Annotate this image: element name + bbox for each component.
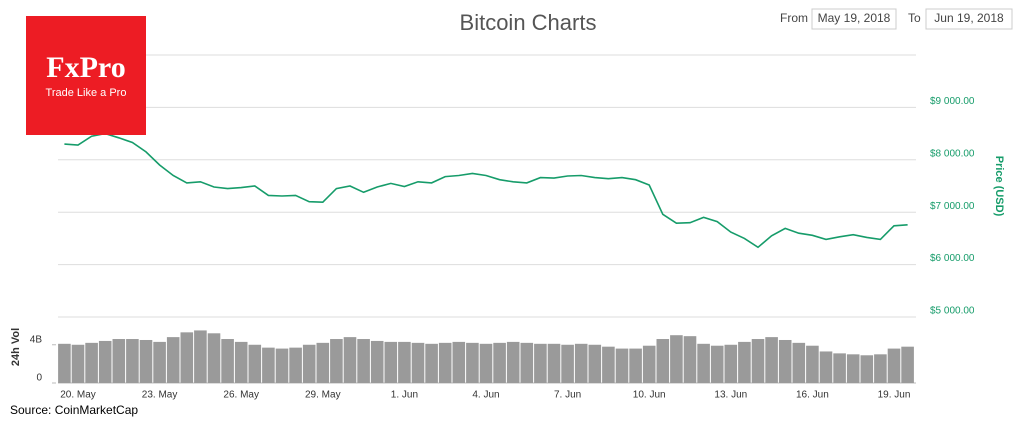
x-tick-label: 7. Jun (554, 390, 581, 401)
to-label: To (908, 11, 921, 25)
chart-title: Bitcoin Charts (460, 10, 597, 35)
logo-name: FxPro (46, 51, 125, 84)
y2-tick-label: 0 (36, 373, 42, 384)
volume-bar (724, 344, 738, 383)
from-input[interactable] (811, 8, 897, 30)
to-value[interactable]: Jun 19, 2018 (934, 11, 1004, 25)
volume-bar (112, 339, 126, 383)
volume-bar (289, 347, 302, 383)
source: Source: CoinMarketCap (10, 403, 138, 417)
y-tick-label: $8 000.00 (930, 148, 975, 159)
volume-bar (479, 343, 493, 383)
to-input[interactable] (925, 8, 1013, 30)
volume-bar (778, 339, 792, 383)
volume-bar (806, 345, 819, 383)
volume-bar (846, 354, 860, 383)
volume-bar (561, 344, 574, 383)
logo-box (26, 16, 146, 135)
volume-bar (710, 345, 724, 383)
volume-bar (656, 339, 670, 383)
volume-bar (520, 342, 534, 383)
x-tick-label: 10. Jun (633, 390, 666, 401)
volume-bar (262, 347, 275, 383)
volume-bar (384, 341, 398, 383)
volume-bar (194, 330, 207, 383)
x-tick-label: 13. Jun (714, 390, 747, 401)
volume-bar (425, 343, 438, 383)
volume-bar (683, 336, 697, 383)
x-tick-label: 20. May (60, 390, 96, 401)
volume-bar (85, 342, 98, 383)
volume-bar (751, 339, 765, 383)
volume-bar (248, 344, 262, 383)
volume-bar (887, 348, 901, 383)
volume-bar (629, 348, 642, 383)
x-tick-label: 29. May (305, 390, 341, 401)
volume-bar (316, 342, 330, 383)
volume-bar (343, 337, 357, 383)
volume-bar (370, 340, 384, 383)
volume-bar (98, 340, 112, 383)
volume-bar (547, 343, 561, 383)
from-label: From (780, 11, 808, 25)
volume-bar (221, 339, 234, 383)
y-tick-label: $9 000.00 (930, 96, 975, 107)
y2-tick-label: 4B (30, 334, 43, 345)
volume-bar (153, 341, 166, 383)
y2-axis-title: 24h Vol (10, 328, 22, 366)
x-tick-label: 23. May (142, 390, 178, 401)
price-line (64, 132, 908, 249)
volume-bar (602, 346, 615, 383)
y-axis-title: Price (USD) (993, 156, 1005, 217)
volume-bar (534, 343, 547, 383)
volume-bar (697, 343, 710, 383)
volume-bar (180, 332, 194, 383)
from-value[interactable]: May 19, 2018 (818, 11, 891, 25)
volume-bar (506, 341, 520, 383)
volume-bar (642, 345, 656, 383)
logo-tagline: Trade Like a Pro (46, 87, 127, 99)
y-tick-label: $7 000.00 (930, 201, 975, 212)
volume-bar (126, 339, 139, 383)
x-tick-label: 16. Jun (796, 390, 829, 401)
volume-bar (615, 348, 629, 383)
volume-bar (819, 351, 833, 383)
volume-bar (670, 335, 683, 383)
volume-bar (452, 341, 466, 383)
volume-bar (738, 341, 751, 383)
volume-bar (466, 342, 479, 383)
volume-bar (792, 342, 806, 383)
volume-bar (207, 333, 221, 383)
x-tick-label: 19. Jun (878, 390, 911, 401)
volume-bar (71, 344, 85, 383)
x-tick-label: 26. May (223, 390, 259, 401)
volume-bar (765, 337, 778, 383)
volume-bar (860, 355, 874, 383)
volume-bar (302, 344, 316, 383)
volume-bar (588, 344, 602, 383)
volume-bar (833, 353, 846, 383)
volume-bar (357, 339, 370, 383)
volume-bar (493, 342, 506, 383)
volume-bar (574, 343, 588, 383)
volume-bar (330, 339, 343, 383)
volume-bar (874, 354, 887, 383)
x-tick-label: 1. Jun (391, 390, 418, 401)
volume-bar (275, 348, 289, 383)
volume-bar (438, 342, 452, 383)
volume-bar (901, 346, 914, 383)
y-tick-label: $6 000.00 (930, 253, 975, 264)
volume-bar (411, 342, 425, 383)
volume-bar (166, 337, 180, 383)
volume-bar (234, 341, 248, 383)
y-tick-label: $5 000.00 (930, 306, 975, 317)
x-tick-label: 4. Jun (472, 390, 499, 401)
volume-bar (139, 339, 153, 383)
volume-bar (58, 343, 71, 383)
volume-bar (398, 341, 411, 383)
